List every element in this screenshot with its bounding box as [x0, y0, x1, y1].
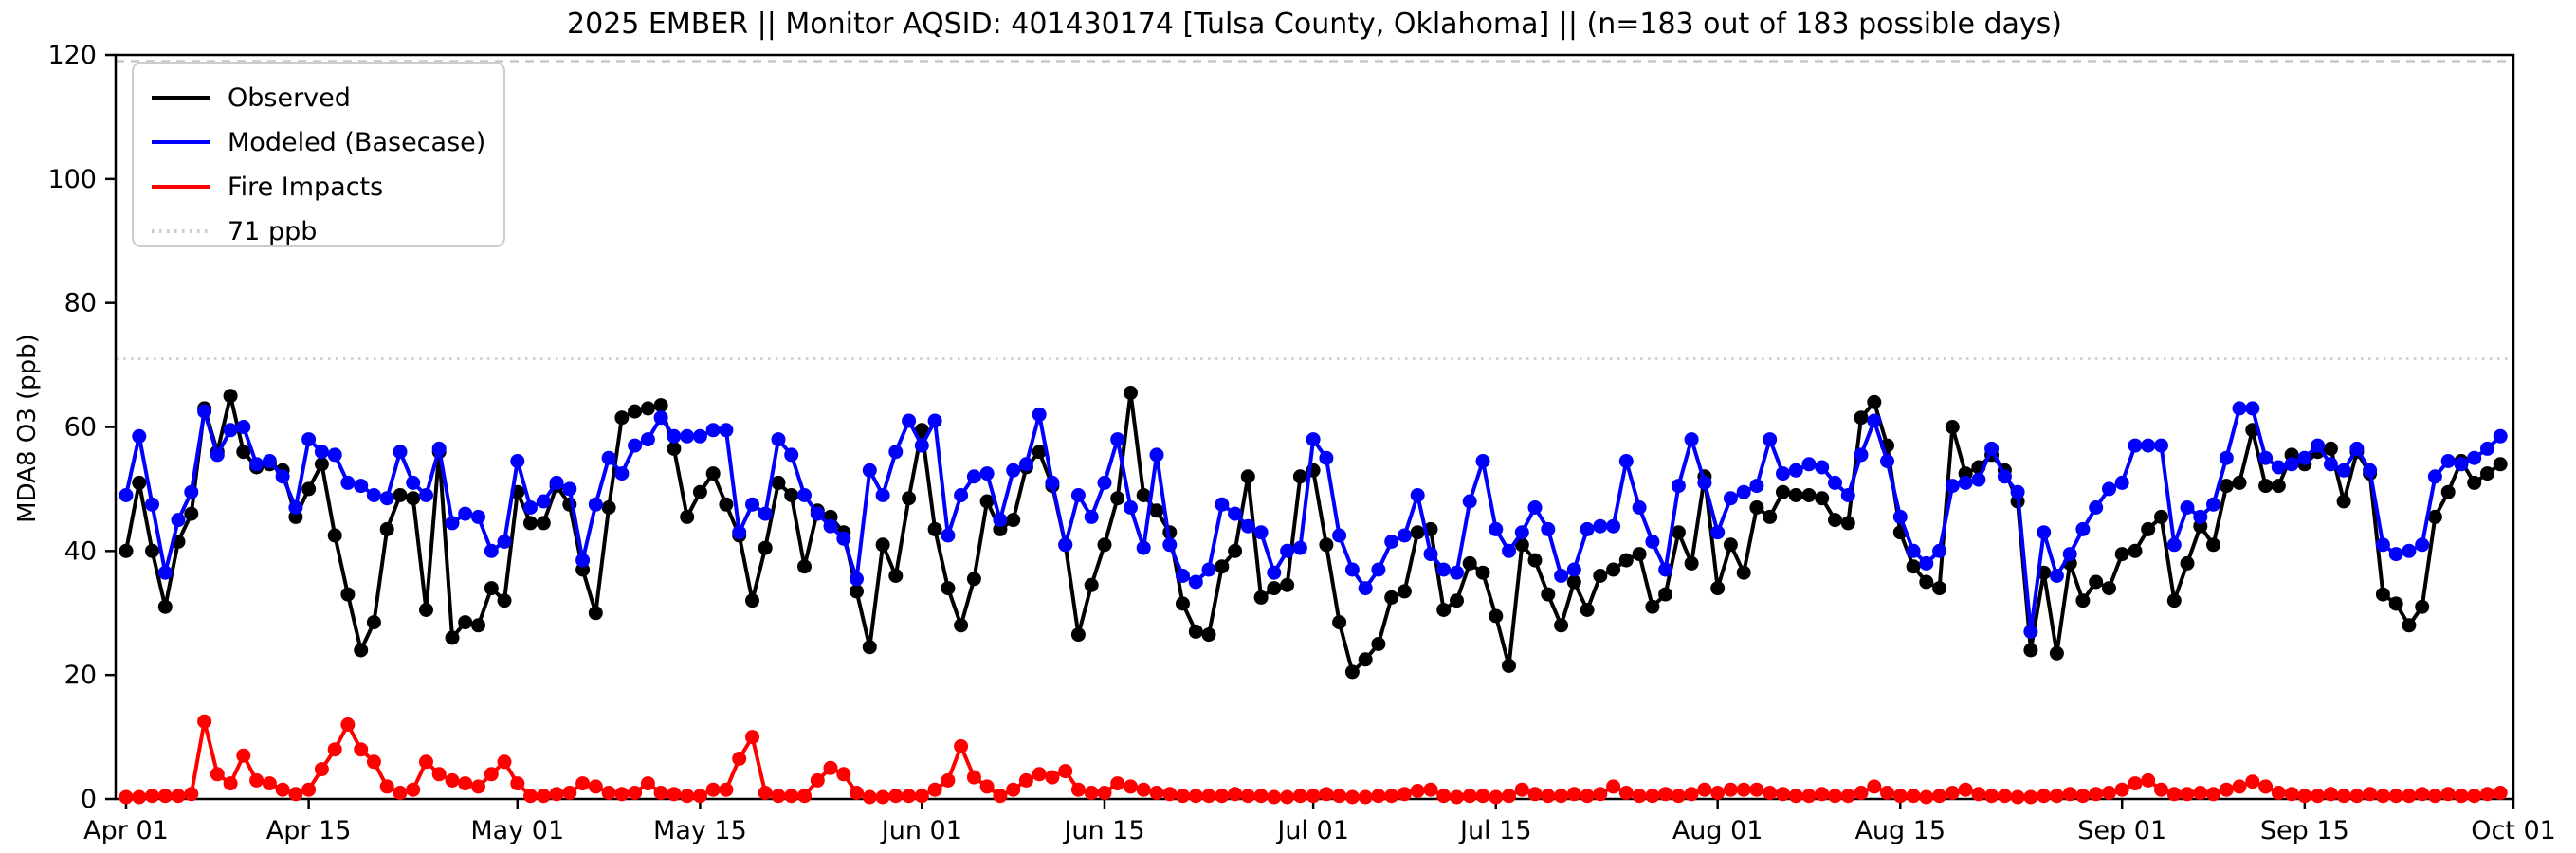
y-tick-label: 0	[81, 785, 97, 814]
chart-title: 2025 EMBER || Monitor AQSID: 401430174 […	[567, 8, 2062, 41]
x-tick-label: Jun 01	[880, 816, 962, 845]
y-tick-label: 20	[64, 661, 97, 690]
y-tick-label: 120	[47, 41, 97, 70]
x-tick-label: Jul 01	[1275, 816, 1349, 845]
x-tick-label: Apr 15	[266, 816, 352, 845]
series-observed	[119, 386, 2508, 680]
series-modeled-basecase-markers	[119, 401, 2508, 639]
x-tick-label: Sep 01	[2077, 816, 2166, 845]
y-tick-label: 100	[47, 165, 97, 194]
y-axis: 0 20 40 60 80 100 120	[47, 41, 116, 814]
x-tick-label: Jun 15	[1062, 816, 1144, 845]
x-tick-label: Apr 01	[83, 816, 169, 845]
series-modeled-basecase	[119, 401, 2508, 639]
x-tick-label: Aug 01	[1672, 816, 1763, 845]
series-fire-impacts	[119, 714, 2508, 805]
series-observed-markers	[119, 386, 2508, 680]
x-tick-label: May 01	[470, 816, 564, 845]
x-tick-label: Sep 15	[2260, 816, 2349, 845]
x-tick-label: Jul 15	[1458, 816, 1532, 845]
x-tick-label: May 15	[653, 816, 747, 845]
legend-box	[132, 62, 505, 247]
x-tick-label: Oct 01	[2471, 816, 2556, 845]
y-tick-label: 60	[64, 413, 97, 443]
legend-item-label: Fire Impacts	[228, 172, 383, 202]
legend: Observed Modeled (Basecase) Fire Impacts 71…	[132, 62, 505, 247]
series-fire-impacts-markers	[119, 714, 2508, 805]
x-axis: Apr 01 Apr 15 May 01 May 15 Jun 01 Jun 15 Jul …	[83, 799, 2556, 845]
legend-item-label: 71 ppb	[228, 217, 317, 246]
y-tick-label: 80	[64, 289, 97, 318]
y-tick-label: 40	[64, 536, 97, 566]
legend-item-label: Observed	[228, 83, 351, 113]
legend-item-label: Modeled (Basecase)	[228, 128, 485, 157]
x-tick-label: Aug 15	[1854, 816, 1946, 845]
